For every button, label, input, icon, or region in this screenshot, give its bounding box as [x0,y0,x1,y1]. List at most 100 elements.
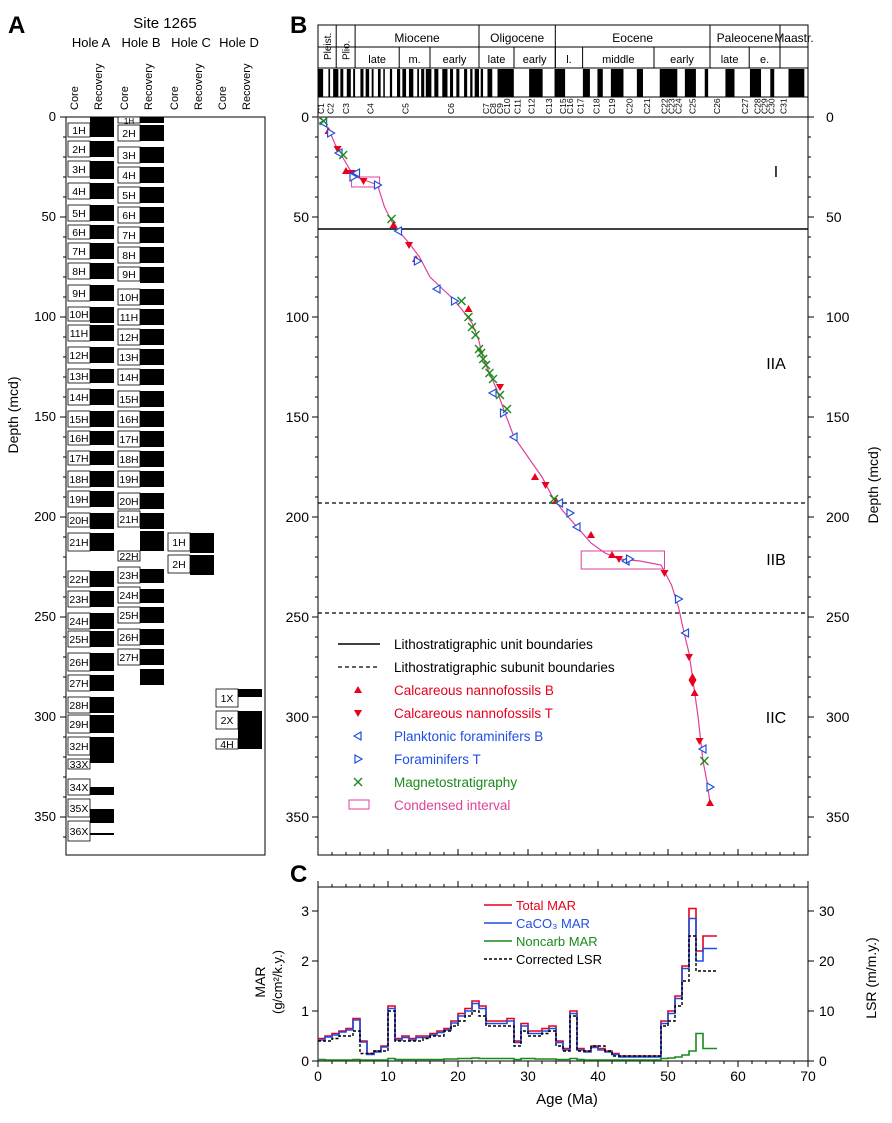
recovery-bar [140,513,164,529]
core-label: 3H [122,150,135,162]
depth-tick-label-left: 250 [286,609,310,625]
recovery-bar [140,349,164,365]
core-label: 8H [122,250,135,262]
recovery-bar [90,451,114,465]
core-box [117,410,141,428]
core-box [67,512,91,528]
recovery-bar [140,471,164,487]
core-label: 27H [119,652,138,664]
age-tick-label: 70 [800,1068,816,1084]
chron-label: C9 [495,103,505,114]
polarity-bar [456,69,460,97]
planktonic-foram-base-marker [352,730,362,742]
core-box [67,470,91,488]
recovery-bar [140,207,164,223]
core-box [67,612,91,630]
core-label: 25H [119,610,138,622]
recovery-bar [90,161,114,179]
core-box [67,224,91,240]
legend-entry-b: Calcareous nannofossils B [394,683,554,698]
core-box [117,328,141,346]
core-label: 2H [122,128,135,140]
core-box [117,450,141,468]
recovery-bar [140,187,164,203]
core-box [67,262,91,280]
core-column-label: Core [217,86,229,110]
core-box [67,674,91,692]
polarity-bar [402,69,407,97]
polarity-bar [474,69,479,97]
legend-entry-b: Lithostratigraphic unit boundaries [394,637,593,652]
magnetostratigraphy-marker [471,330,480,340]
foram-top-marker [349,171,359,183]
polarity-bar [353,69,356,97]
nannofossil-base-marker [706,799,714,806]
recovery-bar [140,147,164,163]
polarity-bar [464,69,468,97]
polarity-bar [487,69,493,97]
recovery-bar [140,451,164,467]
recovery-bar [90,205,114,221]
polarity-bar [659,69,678,97]
unit-label: IIC [766,710,786,727]
core-label: 27H [69,678,88,690]
magnetostratigraphy-marker [353,777,363,787]
polarity-bar [582,69,590,97]
legend-entry-b: Condensed interval [394,798,510,813]
foram-top-marker [566,507,576,519]
recovery-bar [140,569,164,583]
planktonic-foram-base-marker [351,167,361,179]
age-tick-label: 20 [450,1068,466,1084]
planktonic-foram-base-marker [680,627,690,639]
age-tick-label: 0 [314,1068,322,1084]
depth-tick-label-left: 50 [293,209,309,225]
recovery-bar [140,589,164,603]
core-label: 23H [69,594,88,606]
core-label: 5H [72,208,85,220]
recovery-bar [140,431,164,447]
chron-label: C18 [592,98,602,114]
chron-label: C28 [753,98,763,114]
polarity-bar [365,69,370,97]
panel-c-mar: MAR (g/cm²/k.y.) LSR (m/m.y.) Age (Ma) 0… [252,881,879,1108]
polarity-bar [333,69,339,97]
legend-entry-b: Magnetostratigraphy [394,775,517,790]
chron-label: C4 [366,103,376,114]
panel-c-ylabel-right: LSR (m/m.y.) [863,937,879,1018]
depth-tick-label-right: 250 [826,609,850,625]
chron-label: C24 [674,98,684,114]
core-box [117,510,141,528]
chron-label: C19 [607,98,617,114]
recovery-column-label: Recovery [241,63,253,110]
polarity-bar [408,69,414,97]
core-box [67,242,91,260]
core-label: 12H [69,350,88,362]
core-box [67,450,91,466]
lsr-tick-label: 0 [819,1053,827,1069]
epoch-label: Oligocene [490,31,544,45]
core-box [67,160,91,178]
core-label: 16H [119,414,138,426]
chron-label: C6 [446,103,456,114]
polarity-bar [684,69,696,97]
core-box [117,146,141,164]
nannofossil-top-marker [695,738,704,745]
foram-top-marker [413,255,423,267]
core-box [117,470,141,488]
polarity-bar [636,69,643,97]
chron-label: C30 [767,98,777,114]
magnetostratigraphy-marker [467,322,477,332]
nannofossil-top-marker [359,178,368,185]
core-label: 22H [69,574,88,586]
core-box [215,710,239,730]
recovery-bar [90,117,114,137]
planktonic-foram-base-marker [487,387,497,399]
recovery-bar [140,267,164,283]
core-box [67,346,91,364]
nannofossil-top-marker [333,146,342,153]
recovery-bar [90,613,114,629]
depth-tick-label-right: 100 [826,309,850,325]
core-label: 9H [72,288,85,300]
condensed-interval-box [351,176,381,188]
epoch-label: Plio. [342,41,353,60]
